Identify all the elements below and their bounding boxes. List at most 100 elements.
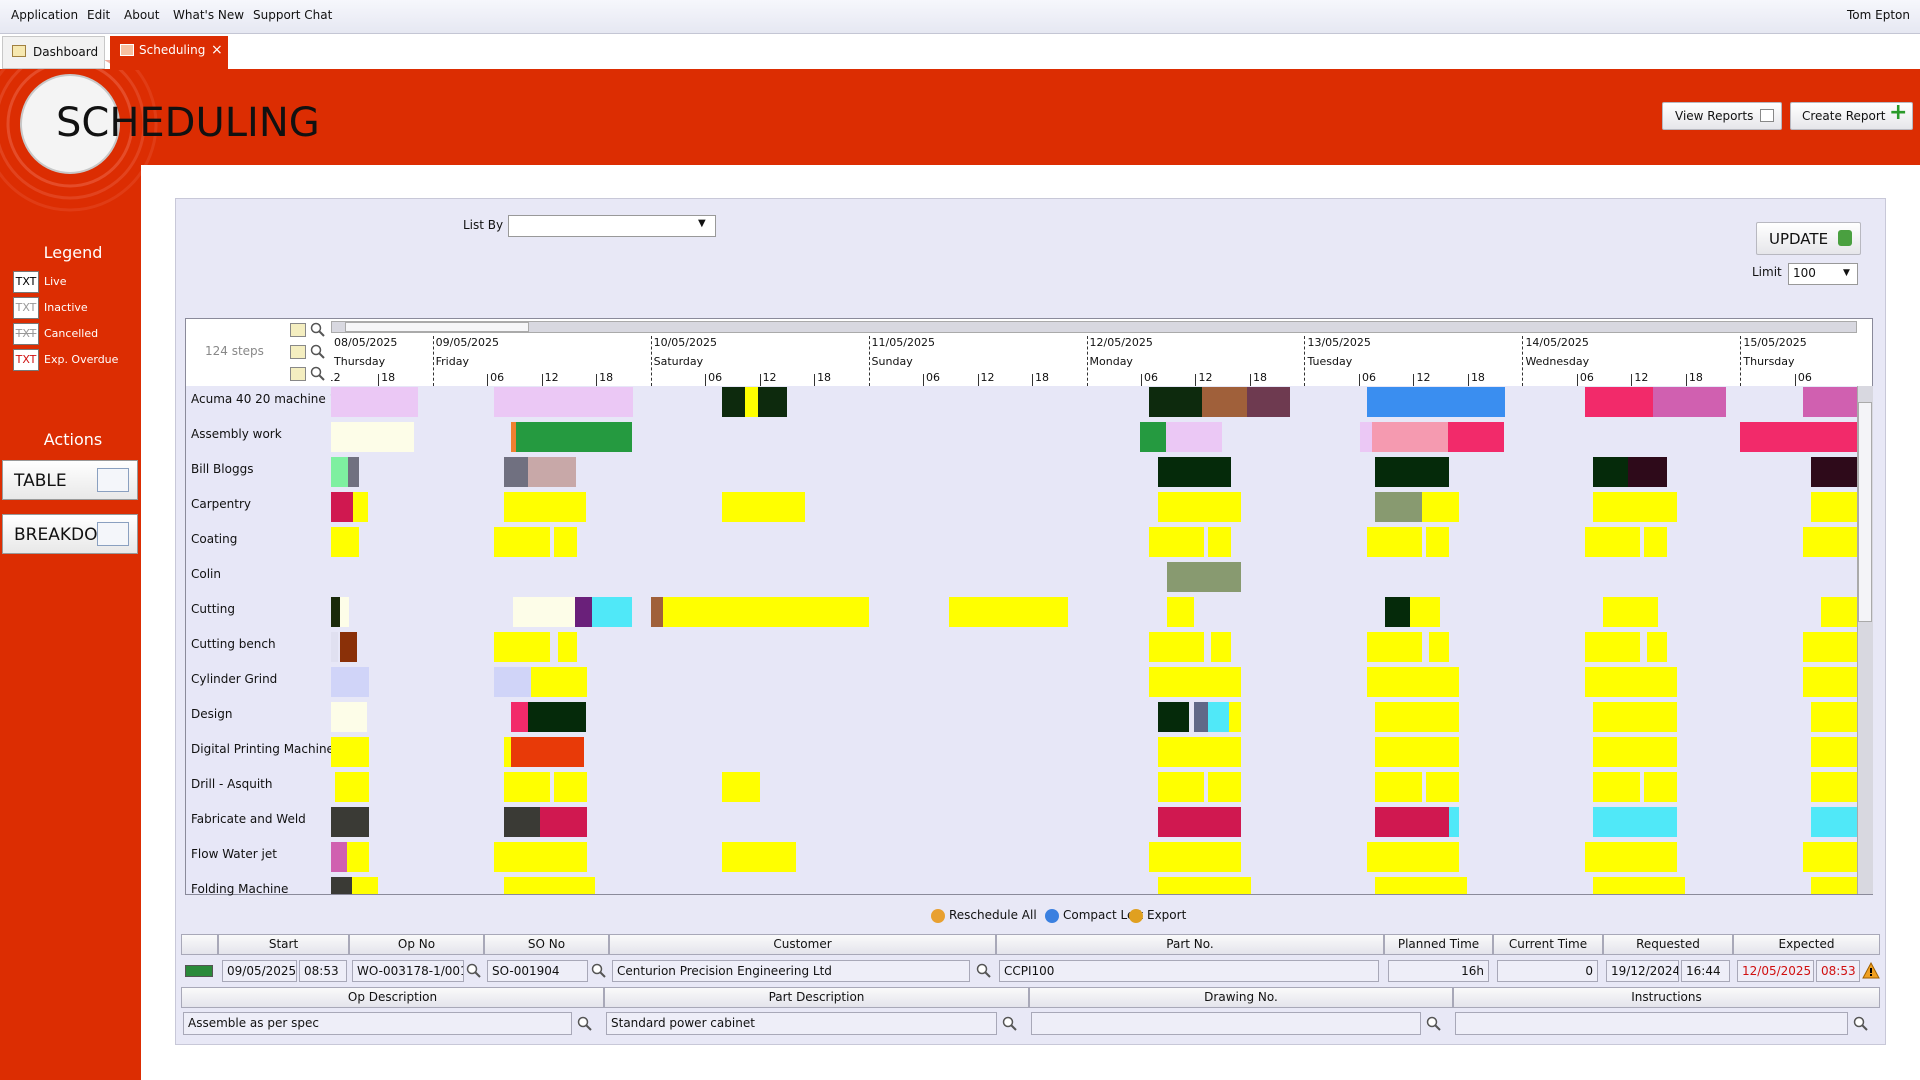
operation-block[interactable]: [503, 737, 511, 767]
operation-block[interactable]: [1148, 842, 1241, 872]
operation-block[interactable]: [1167, 597, 1195, 627]
operation-block[interactable]: [1157, 807, 1241, 837]
operation-block[interactable]: [331, 632, 339, 662]
search-icon[interactable]: [591, 963, 607, 979]
operation-block[interactable]: [574, 597, 592, 627]
operation-block[interactable]: [1593, 457, 1628, 487]
icon[interactable]: [290, 367, 306, 381]
operation-block[interactable]: [553, 527, 578, 557]
operation-block[interactable]: [1148, 667, 1241, 697]
operation-block[interactable]: [331, 527, 360, 557]
search-icon[interactable]: [466, 963, 482, 979]
operation-block[interactable]: [1429, 632, 1449, 662]
operation-block[interactable]: [331, 737, 369, 767]
toolbar-button[interactable]: Compact Left: [1063, 908, 1144, 922]
operation-block[interactable]: [591, 597, 633, 627]
operation-block[interactable]: [1802, 632, 1857, 662]
operation-block[interactable]: [1603, 597, 1659, 627]
operation-block[interactable]: [1802, 667, 1857, 697]
operation-block[interactable]: [1422, 492, 1459, 522]
operation-block[interactable]: [503, 807, 541, 837]
operation-block[interactable]: [348, 457, 360, 487]
operation-block[interactable]: [1166, 422, 1223, 452]
operation-block[interactable]: [1584, 667, 1677, 697]
operation-block[interactable]: [1385, 597, 1410, 627]
operation-block[interactable]: [1653, 387, 1726, 417]
operation-block[interactable]: [1366, 632, 1423, 662]
icon[interactable]: [290, 345, 306, 359]
operation-block[interactable]: [1584, 527, 1640, 557]
operation-block[interactable]: [513, 597, 575, 627]
operation-block[interactable]: [1148, 632, 1205, 662]
operation-block[interactable]: [528, 702, 586, 732]
operation-block[interactable]: [1148, 527, 1205, 557]
operation-block[interactable]: [721, 492, 805, 522]
button[interactable]: Create Report: [1790, 102, 1913, 130]
operation-block[interactable]: [1802, 527, 1857, 557]
operation-block[interactable]: [503, 492, 586, 522]
operation-block[interactable]: [1584, 632, 1640, 662]
operation-block[interactable]: [557, 632, 578, 662]
operation-block[interactable]: [493, 667, 531, 697]
operation-block[interactable]: [1593, 702, 1677, 732]
operation-block[interactable]: [511, 702, 529, 732]
operation-block[interactable]: [511, 422, 516, 452]
operation-block[interactable]: [1811, 457, 1857, 487]
toolbar-button[interactable]: Export: [1147, 908, 1187, 922]
operation-block[interactable]: [1447, 422, 1505, 452]
operation-block[interactable]: [1375, 877, 1468, 894]
operation-block[interactable]: [553, 772, 587, 802]
operation-block[interactable]: [1157, 702, 1190, 732]
operation-block[interactable]: [650, 597, 663, 627]
operation-block[interactable]: [1201, 387, 1247, 417]
operation-block[interactable]: [1425, 527, 1449, 557]
operation-block[interactable]: [1811, 877, 1857, 894]
operation-block[interactable]: [331, 387, 418, 417]
menu-item[interactable]: Edit: [87, 8, 111, 22]
operation-block[interactable]: [351, 877, 378, 894]
user-name[interactable]: Tom Epton: [1847, 8, 1910, 22]
operation-block[interactable]: [1228, 702, 1241, 732]
operation-block[interactable]: [1371, 422, 1448, 452]
operation-block[interactable]: [503, 877, 596, 894]
operation-block[interactable]: [1643, 772, 1677, 802]
select[interactable]: 100: [1788, 263, 1858, 285]
operation-block[interactable]: [1593, 772, 1640, 802]
operation-block[interactable]: [1148, 387, 1202, 417]
operation-block[interactable]: [721, 842, 797, 872]
operation-block[interactable]: [1627, 457, 1667, 487]
operation-block[interactable]: [1375, 492, 1422, 522]
operation-block[interactable]: [1366, 527, 1423, 557]
operation-block[interactable]: [1821, 597, 1857, 627]
operation-block[interactable]: [1593, 877, 1686, 894]
operation-block[interactable]: [1359, 422, 1372, 452]
operation-block[interactable]: [493, 632, 551, 662]
operation-block[interactable]: [662, 597, 869, 627]
operation-block[interactable]: [528, 457, 576, 487]
operation-block[interactable]: [331, 842, 347, 872]
operation-block[interactable]: [1811, 807, 1857, 837]
operation-block[interactable]: [1194, 702, 1208, 732]
operation-block[interactable]: [1366, 842, 1459, 872]
tab-close[interactable]: ×: [211, 42, 223, 58]
operation-block[interactable]: [1207, 527, 1231, 557]
operation-block[interactable]: [493, 387, 634, 417]
operation-block[interactable]: [1211, 632, 1231, 662]
operation-block[interactable]: [721, 772, 760, 802]
menu-item[interactable]: Support Chat: [253, 8, 333, 22]
operation-block[interactable]: [1207, 772, 1241, 802]
operation-block[interactable]: [1366, 667, 1459, 697]
table-cell[interactable]: [1031, 1012, 1421, 1035]
operation-block[interactable]: [1366, 387, 1506, 417]
operation-block[interactable]: [744, 387, 759, 417]
search-icon[interactable]: [976, 963, 992, 979]
operation-block[interactable]: [331, 667, 369, 697]
operation-block[interactable]: [1375, 772, 1422, 802]
table-cell[interactable]: [1455, 1012, 1848, 1035]
operation-block[interactable]: [1647, 632, 1667, 662]
operation-block[interactable]: [1157, 457, 1231, 487]
operation-block[interactable]: [1375, 807, 1449, 837]
operation-block[interactable]: [1157, 772, 1205, 802]
h-scroll-thumb[interactable]: [345, 322, 529, 332]
operation-block[interactable]: [493, 527, 551, 557]
